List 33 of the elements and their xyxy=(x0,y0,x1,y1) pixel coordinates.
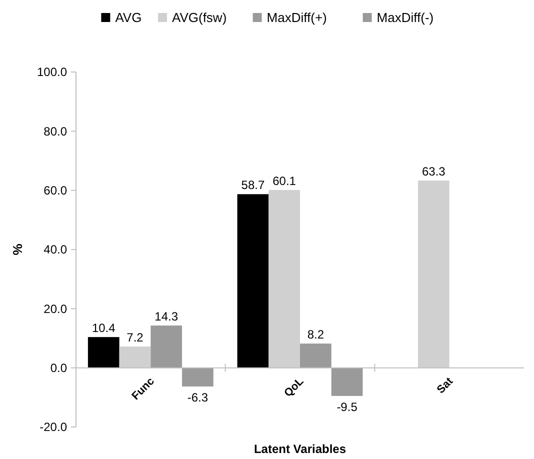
bar xyxy=(237,194,269,368)
bar xyxy=(418,180,450,368)
x-axis-title: Latent Variables xyxy=(254,442,346,456)
bar xyxy=(331,368,363,396)
data-label: 14.3 xyxy=(154,310,178,324)
legend-label: AVG(fsw) xyxy=(172,10,227,25)
legend-label: AVG xyxy=(115,10,142,25)
legend-label: MaxDiff(-) xyxy=(376,10,434,25)
y-tick-label: 80.0 xyxy=(44,124,68,138)
bar xyxy=(88,337,120,368)
data-label: 60.1 xyxy=(272,174,296,188)
y-tick-label: -20.0 xyxy=(40,420,68,434)
x-tick-label: Sat xyxy=(434,375,456,396)
data-label: 8.2 xyxy=(307,328,324,342)
legend-label: MaxDiff(+) xyxy=(266,10,327,25)
data-label: 7.2 xyxy=(126,330,144,345)
data-label: 58.7 xyxy=(241,178,265,192)
y-tick-label: 0.0 xyxy=(50,361,68,376)
y-axis-title: % xyxy=(10,243,25,256)
bar xyxy=(150,326,182,368)
bar xyxy=(182,368,214,386)
data-label: -9.5 xyxy=(336,400,358,414)
y-tick-label: 60.0 xyxy=(44,184,68,198)
data-label: 63.3 xyxy=(422,164,446,179)
data-label: -6.3 xyxy=(187,390,208,404)
bar xyxy=(268,190,300,368)
y-tick-label: 40.0 xyxy=(44,242,68,257)
y-tick-label: 20.0 xyxy=(44,302,68,316)
data-label: 10.4 xyxy=(92,321,116,336)
bar xyxy=(300,344,332,368)
bar xyxy=(119,346,151,368)
y-tick-label: 100.0 xyxy=(36,65,68,80)
x-tick-label: QoL xyxy=(282,375,306,400)
